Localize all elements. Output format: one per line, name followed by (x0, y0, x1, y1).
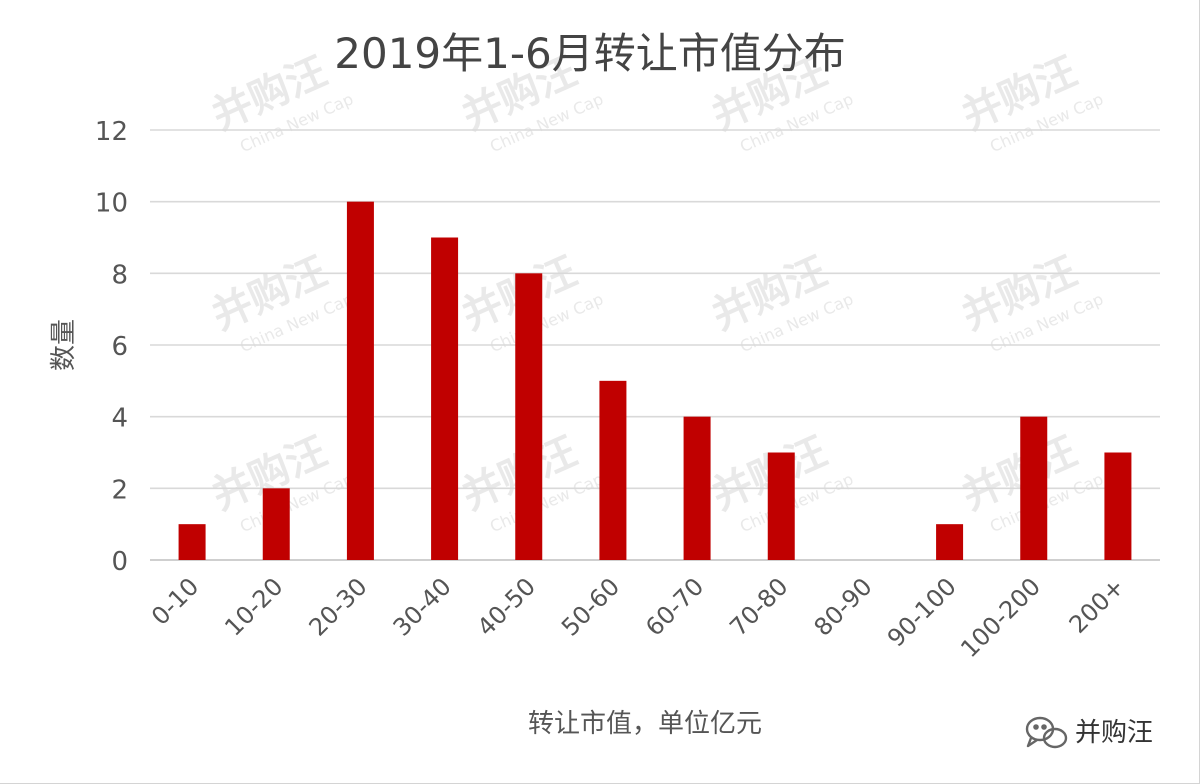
y-tick-label: 6 (111, 332, 128, 362)
wechat-icon (1025, 716, 1068, 749)
y-tick-label: 4 (111, 404, 128, 434)
bar-90-100 (936, 524, 964, 560)
x-tick-label: 10-20 (219, 572, 288, 641)
chart-title: 2019年1-6月转让市值分布 (334, 29, 846, 78)
x-tick-label: 90-100 (882, 572, 962, 652)
y-tick-label: 2 (111, 475, 128, 505)
bar-40-50 (515, 273, 543, 560)
y-tick-label: 0 (111, 547, 128, 577)
y-tick-label: 8 (111, 260, 128, 290)
x-tick-label: 50-60 (556, 572, 625, 641)
x-tick-label: 100-200 (955, 572, 1046, 663)
x-tick-label: 200+ (1064, 572, 1130, 638)
brand-label: 并购汪 (1075, 718, 1153, 748)
x-tick-label: 40-50 (472, 572, 541, 641)
x-tick-label: 70-80 (724, 572, 793, 641)
x-axis-label: 转让市值，单位亿元 (528, 709, 762, 739)
x-tick-label: 0-10 (146, 572, 204, 630)
brand-badge: 并购汪 (1025, 716, 1153, 749)
x-tick-label: 80-90 (809, 572, 878, 641)
y-axis-label: 数量 (49, 319, 79, 371)
bar-60-70 (683, 416, 711, 560)
bars (178, 201, 1132, 560)
bar-10-20 (262, 488, 290, 560)
bar-20-30 (346, 201, 374, 560)
y-tick-label: 10 (95, 189, 128, 219)
bar-0-10 (178, 524, 206, 560)
y-axis-ticks: 0 2 4 6 8 10 12 (95, 117, 128, 577)
x-tick-label: 60-70 (640, 572, 709, 641)
bar-100-200 (1020, 416, 1048, 560)
bar-70-80 (767, 452, 795, 560)
x-axis-ticks: 0-10 10-20 20-30 30-40 40-50 50-60 60-70 70-80 8… (146, 572, 1130, 663)
x-tick-label: 30-40 (388, 572, 457, 641)
bar-30-40 (431, 237, 459, 560)
bar-50-60 (599, 380, 627, 560)
gridlines (150, 129, 1160, 561)
x-tick-label: 20-30 (304, 572, 373, 641)
y-tick-label: 12 (95, 117, 128, 147)
bar-200+ (1104, 452, 1132, 560)
